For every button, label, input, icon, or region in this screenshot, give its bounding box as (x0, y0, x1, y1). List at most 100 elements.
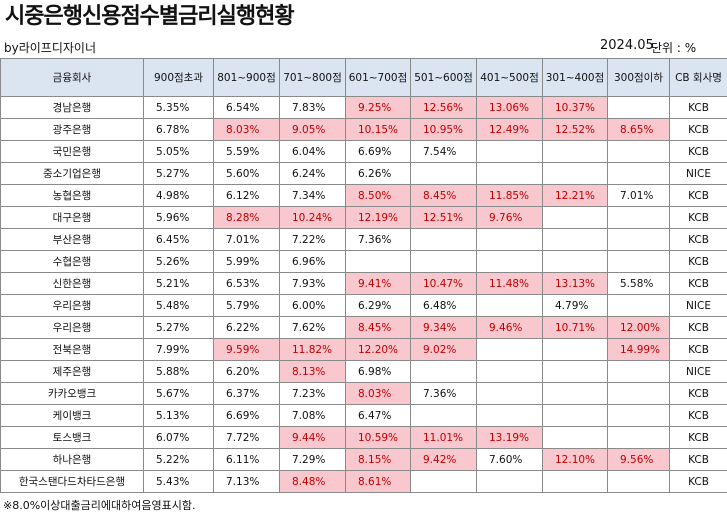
table-row: 전북은행 7.99% 9.59% 11.82% 12.20% 9.02% 14.99% KCB (0, 338, 727, 361)
rate-cell (410, 470, 477, 493)
table-row: 제주은행 5.88% 6.20% 8.13% 6.98% NICE (0, 360, 727, 383)
rate-cell: 7.13% (213, 470, 280, 493)
rate-cell (542, 206, 608, 229)
table-row: 한국스탠다드차타드은행 5.43% 7.13% 8.48% 8.61% KCB (0, 470, 727, 493)
rate-cell: 5.22% (143, 448, 214, 471)
cb-company-cell: KCB (669, 118, 727, 141)
column-header: 601~700점 (345, 58, 411, 97)
bank-name-cell: 부산은행 (0, 228, 144, 251)
rate-cell: 5.48% (143, 294, 214, 317)
bank-name-cell: 전북은행 (0, 338, 144, 361)
rate-cell (410, 360, 477, 383)
rate-cell (607, 162, 670, 185)
rate-cell (410, 162, 477, 185)
rate-cell: 11.85% (476, 184, 543, 207)
bank-name-cell: 제주은행 (0, 360, 144, 383)
rate-cell: 10.71% (542, 316, 608, 339)
cb-company-cell: KCB (669, 250, 727, 273)
rate-cell (607, 470, 670, 493)
rate-cell: 8.28% (213, 206, 280, 229)
rate-cell: 10.47% (410, 272, 477, 295)
cb-company-cell: KCB (669, 448, 727, 471)
rate-cell: 12.52% (542, 118, 608, 141)
rate-cell: 6.78% (143, 118, 214, 141)
rate-cell (542, 250, 608, 273)
column-header: 801~900점 (213, 58, 280, 97)
bank-name-cell: 광주은행 (0, 118, 144, 141)
rate-cell (410, 250, 477, 273)
cb-company-cell: NICE (669, 162, 727, 185)
cb-company-cell: KCB (669, 206, 727, 229)
rate-cell (476, 404, 543, 427)
rate-cell: 7.72% (213, 426, 280, 449)
rate-cell (607, 206, 670, 229)
rate-cell: 6.04% (279, 140, 346, 163)
rate-cell: 5.35% (143, 96, 214, 119)
rate-cell: 9.44% (279, 426, 346, 449)
rate-cell: 6.53% (213, 272, 280, 295)
rate-cell (607, 360, 670, 383)
cb-company-cell: KCB (669, 228, 727, 251)
table-row: 국민은행 5.05% 5.59% 6.04% 6.69% 7.54% KCB (0, 140, 727, 163)
rate-cell: 9.34% (410, 316, 477, 339)
rate-cell: 6.48% (410, 294, 477, 317)
rate-cell: 12.51% (410, 206, 477, 229)
rate-cell: 7.01% (213, 228, 280, 251)
table-row: 하나은행 5.22% 6.11% 7.29% 8.15% 9.42% 7.60% 12.10%… (0, 448, 727, 471)
rate-cell: 6.98% (345, 360, 411, 383)
rate-cell: 8.65% (607, 118, 670, 141)
rate-cell: 6.37% (213, 382, 280, 405)
rate-cell (542, 140, 608, 163)
cb-company-cell: NICE (669, 294, 727, 317)
rate-cell: 7.62% (279, 316, 346, 339)
rate-cell: 12.00% (607, 316, 670, 339)
bank-name-cell: 중소기업은행 (0, 162, 144, 185)
rate-cell: 9.05% (279, 118, 346, 141)
rate-cell (410, 404, 477, 427)
rate-cell: 7.83% (279, 96, 346, 119)
column-header: 401~500점 (476, 58, 543, 97)
bank-name-cell: 농협은행 (0, 184, 144, 207)
rate-cell: 8.45% (345, 316, 411, 339)
table-row: 우리은행 5.27% 6.22% 7.62% 8.45% 9.34% 9.46% 10.71%… (0, 316, 727, 339)
rate-cell: 9.42% (410, 448, 477, 471)
rate-cell: 5.79% (213, 294, 280, 317)
rate-cell: 6.24% (279, 162, 346, 185)
rate-cell: 13.13% (542, 272, 608, 295)
report-date: 2024.05. (600, 38, 658, 53)
rate-cell: 6.47% (345, 404, 411, 427)
table-row: 카카오뱅크 5.67% 6.37% 7.23% 8.03% 7.36% KCB (0, 382, 727, 405)
table-row: 중소기업은행 5.27% 5.60% 6.24% 6.26% NICE (0, 162, 727, 185)
rate-cell (410, 228, 477, 251)
rate-cell (542, 426, 608, 449)
cb-company-cell: KCB (669, 338, 727, 361)
rate-cell (607, 140, 670, 163)
table-row: 케이뱅크 5.13% 6.69% 7.08% 6.47% KCB (0, 404, 727, 427)
rate-cell: 4.79% (542, 294, 608, 317)
rate-cell: 4.98% (143, 184, 214, 207)
rate-cell: 6.45% (143, 228, 214, 251)
rate-cell: 10.15% (345, 118, 411, 141)
cb-company-cell: KCB (669, 140, 727, 163)
rate-cell (607, 250, 670, 273)
rate-cell (607, 96, 670, 119)
column-header: 300점이하 (607, 58, 670, 97)
rate-cell: 5.43% (143, 470, 214, 493)
subheader: by라이프디자이너 2024.05. 단위 : % (0, 37, 727, 57)
rate-cell: 9.02% (410, 338, 477, 361)
cb-company-cell: KCB (669, 382, 727, 405)
bank-name-cell: 신한은행 (0, 272, 144, 295)
rate-cell: 7.34% (279, 184, 346, 207)
table-row: 토스뱅크 6.07% 7.72% 9.44% 10.59% 11.01% 13.19% KCB (0, 426, 727, 449)
rate-cell: 12.56% (410, 96, 477, 119)
rate-cell: 5.58% (607, 272, 670, 295)
rate-cell (542, 404, 608, 427)
rate-cell (476, 360, 543, 383)
rate-cell: 11.82% (279, 338, 346, 361)
table-body: 경남은행 5.35% 6.54% 7.83% 9.25% 12.56% 13.06% 10.3… (0, 96, 727, 493)
rate-cell: 9.56% (607, 448, 670, 471)
rate-cell: 12.49% (476, 118, 543, 141)
rate-cell: 7.93% (279, 272, 346, 295)
rate-cell (476, 162, 543, 185)
rate-cell: 9.41% (345, 272, 411, 295)
